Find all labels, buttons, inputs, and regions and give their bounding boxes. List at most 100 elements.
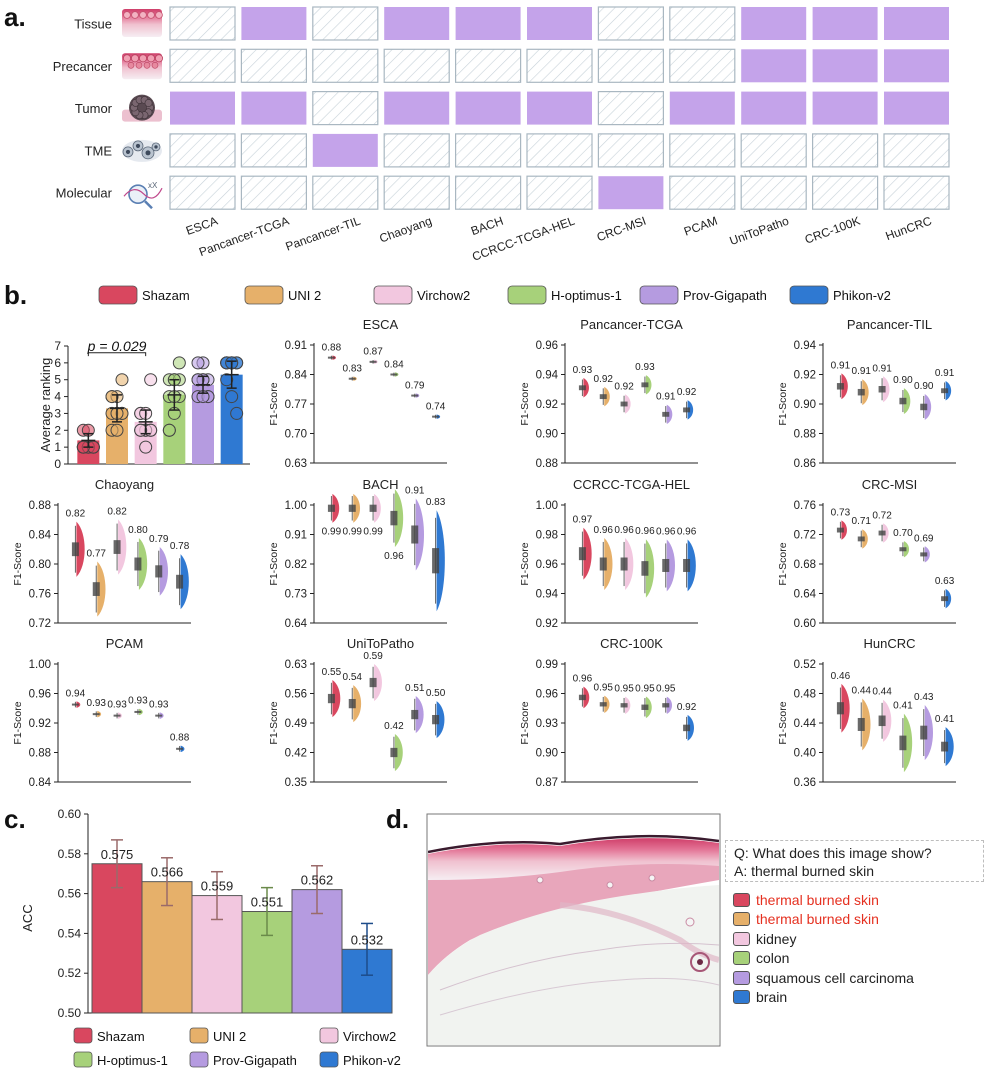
bar-prov-gigapath <box>192 384 214 464</box>
legend-swatch <box>98 285 138 305</box>
cell-tumor-esca <box>170 91 235 125</box>
violin-shazam <box>841 683 850 733</box>
value-label: 0.99 <box>363 527 383 538</box>
y-axis-label: F1-Score <box>12 542 24 585</box>
value-label: 0.95 <box>614 684 634 695</box>
panel-label-b: b. <box>4 280 27 310</box>
box <box>599 394 607 400</box>
violin-uni-2 <box>862 529 868 549</box>
box <box>369 504 377 512</box>
y-tick-label: 0.96 <box>536 340 558 352</box>
box <box>662 558 670 572</box>
cell-tme-crc-100k <box>811 133 879 168</box>
y-tick-label: 0.90 <box>794 399 816 411</box>
cell-molecular-unitopatho <box>740 175 807 210</box>
box <box>578 547 586 561</box>
rank-point <box>225 390 239 404</box>
violin-virchow2 <box>625 696 631 714</box>
y-tick-label: 0.87 <box>536 777 558 789</box>
rank-point <box>105 390 119 404</box>
cell-tumor-huncrc <box>884 91 949 125</box>
value-label: 0.93 <box>149 699 169 710</box>
prediction-swatch <box>733 990 750 1004</box>
value-label: 0.96 <box>573 674 593 685</box>
box <box>327 356 335 359</box>
histology-image <box>426 813 721 1047</box>
dataset-label: CRC-MSI <box>595 214 648 245</box>
rank-point <box>134 423 148 437</box>
violin-virchow2 <box>374 493 381 523</box>
violin-phikon-v2 <box>687 714 694 741</box>
cell-molecular-bach <box>455 175 522 210</box>
violin-prov-gigapath <box>666 539 675 592</box>
violin-prov-gigapath <box>415 696 424 734</box>
value-label: 0.83 <box>343 364 363 375</box>
y-tick-label: 0.96 <box>29 689 51 701</box>
violin-huncrc: HunCRC0.360.400.440.480.52F1-Score0.460.… <box>777 636 956 789</box>
y-tick-label: 0.88 <box>29 748 51 760</box>
box <box>432 714 440 725</box>
y-tick-label: 0.88 <box>794 429 816 441</box>
cell-precancer-pancancer-til <box>312 48 379 83</box>
violin-prov-gigapath <box>924 393 932 420</box>
violin-prov-gigapath <box>666 696 673 714</box>
cell-tumor-pancancer-til <box>312 90 379 126</box>
prediction-swatch <box>733 951 750 965</box>
dataset-label: PCAM <box>682 214 719 239</box>
acc-value-label: 0.559 <box>201 879 234 894</box>
box <box>390 373 398 376</box>
box <box>390 747 398 758</box>
cell-tumor-chaoyang <box>384 91 450 125</box>
y-tick-label: 1.00 <box>29 659 51 671</box>
value-label: 0.97 <box>573 515 593 526</box>
rank-point <box>191 373 205 387</box>
violin-virchow2 <box>625 538 634 590</box>
value-label: 0.82 <box>107 506 127 517</box>
y-axis-label: F1-Score <box>268 701 280 744</box>
value-label: 0.41 <box>893 701 913 712</box>
cell-tme-pcam <box>669 133 736 168</box>
y-tick-label: 4 <box>54 390 61 404</box>
violin-shazam <box>583 686 590 709</box>
box <box>348 377 356 380</box>
legend-swatch <box>319 1027 339 1044</box>
prediction-swatch <box>733 970 750 985</box>
dataset-label: CRC-100K <box>803 214 862 247</box>
rank-point <box>191 356 205 370</box>
y-tick-label: 0.49 <box>285 718 307 730</box>
cell-molecular-crc-100k <box>811 175 879 210</box>
y-tick-label: 1.00 <box>536 500 558 512</box>
cell-tumor-pcam <box>669 91 735 125</box>
y-axis-label: Average ranking <box>38 358 53 452</box>
p-value: p = 0.029 <box>87 338 147 354</box>
violin-h-optimus-1 <box>394 489 404 547</box>
y-tick-label: 0.93 <box>536 718 558 730</box>
violin-prov-gigapath <box>924 546 930 563</box>
panel-label-a: a. <box>4 2 26 32</box>
violin-h-optimus-1 <box>903 713 913 773</box>
y-tick-label: 0.56 <box>58 887 82 901</box>
y-tick-label: 0.52 <box>794 659 816 671</box>
violin-prov-gigapath <box>159 547 168 596</box>
value-label: 0.96 <box>614 525 634 536</box>
value-label: 0.44 <box>852 686 872 697</box>
box <box>662 703 670 708</box>
cell-molecular-crc-msi <box>598 176 664 210</box>
value-label: 0.93 <box>128 696 148 707</box>
legend-swatch <box>189 1027 209 1044</box>
value-label: 0.95 <box>656 684 676 695</box>
violin-pcam: PCAM0.840.880.920.961.00F1-Score0.940.93… <box>12 636 191 789</box>
chart-title: Pancancer-TIL <box>847 317 932 332</box>
value-label: 0.51 <box>405 683 425 694</box>
y-tick-label: 0.96 <box>536 689 558 701</box>
legend-label: Phikon-v2 <box>343 1053 401 1068</box>
cell-precancer-crc-100k <box>812 49 878 83</box>
y-tick-label: 0.63 <box>285 458 307 470</box>
y-tick-label: 1.00 <box>285 500 307 512</box>
prediction-text: brain <box>756 989 788 1005</box>
value-label: 0.44 <box>872 687 892 698</box>
box <box>134 710 142 713</box>
cell-tme-pancancer-til <box>312 133 378 167</box>
legend-label: Phikon-v2 <box>833 288 891 303</box>
dataset-label: BACH <box>469 214 505 239</box>
